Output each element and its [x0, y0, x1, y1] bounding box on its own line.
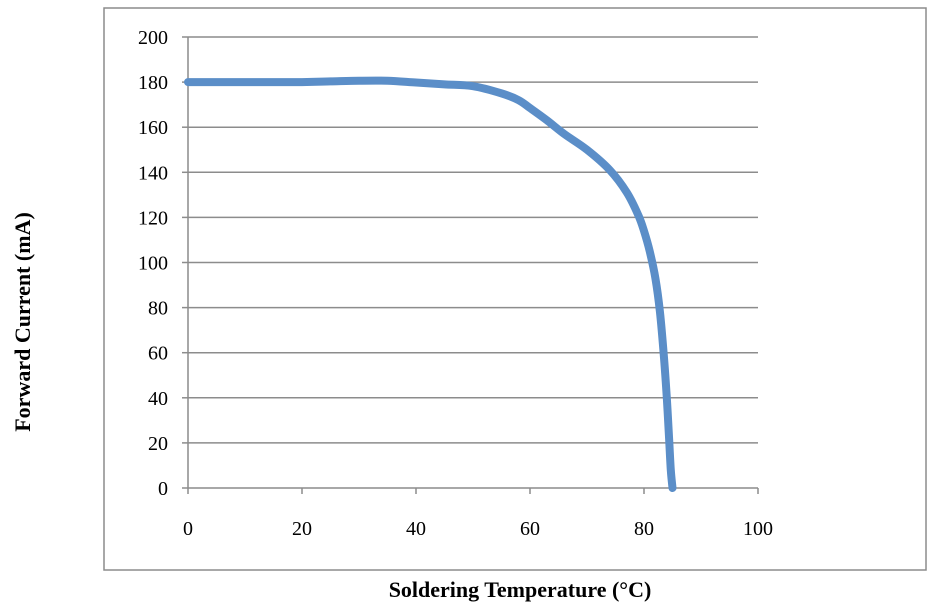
y-axis-title: Forward Current (mA)	[10, 212, 35, 432]
x-tick-label: 60	[520, 518, 540, 540]
series-line-0	[184, 76, 677, 492]
tick-labels: 0 20 40 60 80 100 120 140 160 180 200 0 20 40 60 80 100	[138, 27, 773, 540]
y-tick-label: 120	[138, 207, 168, 229]
y-tick-label: 180	[138, 72, 168, 94]
gridlines	[188, 36, 758, 444]
series-layer	[184, 76, 677, 492]
x-tick-label: 80	[634, 518, 654, 540]
y-tick-label: 20	[148, 433, 168, 455]
x-tick-label: 40	[406, 518, 426, 540]
y-tick-label: 100	[138, 253, 168, 275]
y-tick-label: 80	[148, 298, 168, 320]
axes	[182, 36, 759, 494]
x-tick-label: 0	[183, 518, 193, 540]
y-tick-label: 0	[158, 478, 168, 500]
y-tick-label: 160	[138, 117, 168, 139]
x-tick-label: 20	[292, 518, 312, 540]
x-axis-title: Soldering Temperature (°C)	[389, 577, 652, 602]
chart-frame	[103, 7, 927, 571]
y-tick-label: 60	[148, 343, 168, 365]
y-tick-label: 40	[148, 388, 168, 410]
y-tick-label: 140	[138, 162, 168, 184]
y-tick-label: 200	[138, 27, 168, 49]
x-tick-label: 100	[743, 518, 773, 540]
